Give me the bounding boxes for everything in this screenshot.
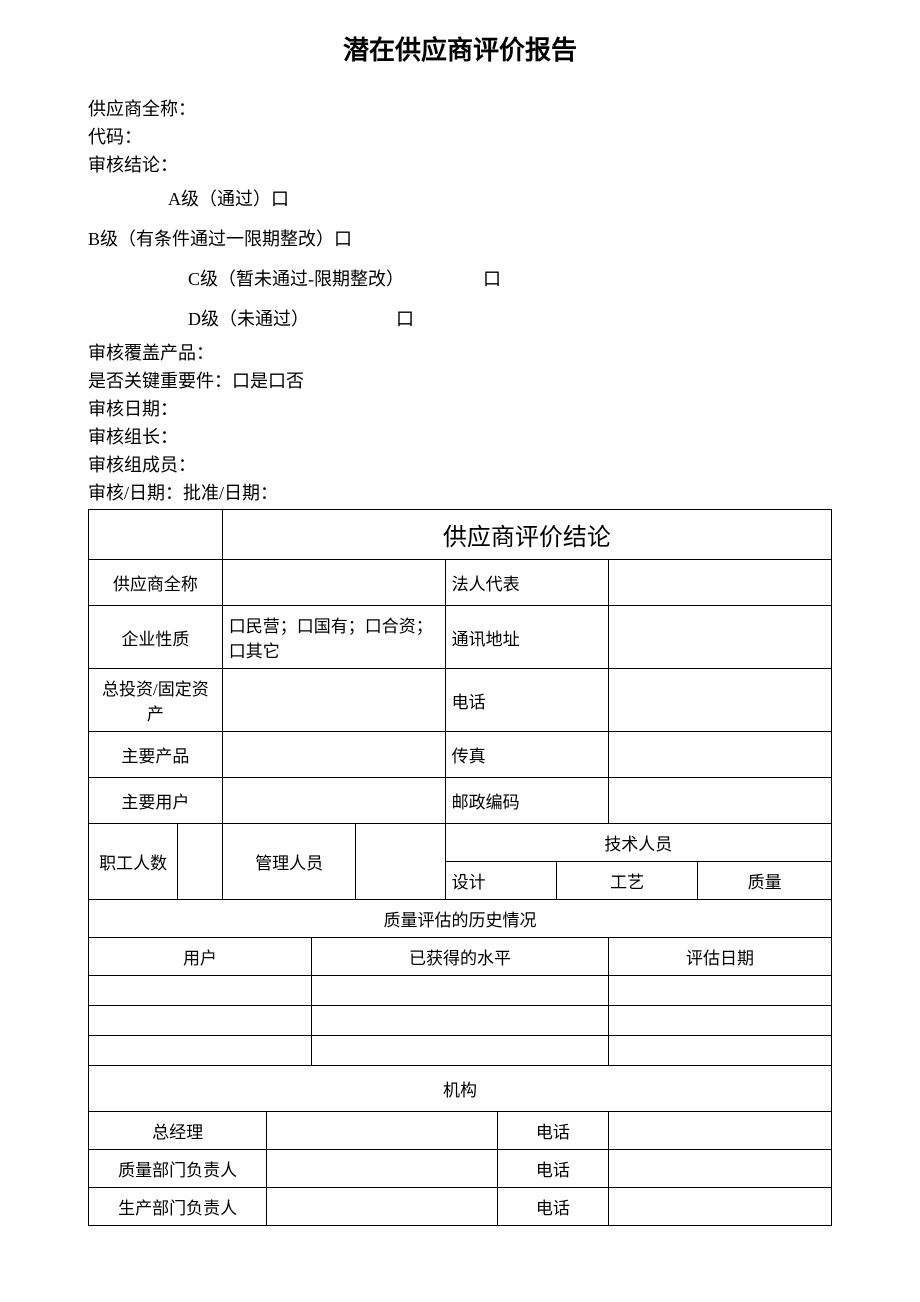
company-type-cell: 企业性质 xyxy=(89,606,223,669)
history-user-2 xyxy=(89,1006,312,1036)
grade-d-text: D级（未通过） xyxy=(188,309,309,329)
table-row: 供应商评价结论 xyxy=(89,510,832,560)
mgmt-staff-value xyxy=(356,824,445,900)
address-value xyxy=(609,606,832,669)
table-row: 企业性质 口民营；口国有；口合资；口其它 通讯地址 xyxy=(89,606,832,669)
quality-phone-value xyxy=(609,1150,832,1188)
production-head-value xyxy=(267,1188,497,1226)
legal-rep-value xyxy=(609,560,832,606)
audit-date-label: 审核日期： xyxy=(88,395,832,423)
grade-d-box: 口 xyxy=(396,309,414,329)
history-user-3 xyxy=(89,1036,312,1066)
critical-label: 是否关键重要件：口是口否 xyxy=(88,367,832,395)
table-row xyxy=(89,1036,832,1066)
history-level-3 xyxy=(311,1036,608,1066)
table-row: 供应商全称 法人代表 xyxy=(89,560,832,606)
table-row: 主要产品 传真 xyxy=(89,732,832,778)
table-row: 总投资/固定资产 电话 xyxy=(89,669,832,732)
main-users-value xyxy=(222,778,445,824)
gm-phone-value xyxy=(609,1112,832,1150)
table-row: 质量部门负责人 电话 xyxy=(89,1150,832,1188)
table-row: 机构 xyxy=(89,1066,832,1112)
main-products-value xyxy=(222,732,445,778)
audit-leader-label: 审核组长： xyxy=(88,423,832,451)
supplier-name-cell: 供应商全称 xyxy=(89,560,223,606)
mgmt-staff-cell: 管理人员 xyxy=(222,824,356,900)
org-title-cell: 机构 xyxy=(89,1066,832,1112)
legal-rep-cell: 法人代表 xyxy=(445,560,608,606)
postcode-cell: 邮政编码 xyxy=(445,778,608,824)
production-head-cell: 生产部门负责人 xyxy=(89,1188,267,1226)
quality-phone-cell: 电话 xyxy=(497,1150,608,1188)
table-row xyxy=(89,1006,832,1036)
audit-conclusion-label: 审核结论： xyxy=(88,151,832,179)
history-level-2 xyxy=(311,1006,608,1036)
design-cell: 设计 xyxy=(445,862,556,900)
audit-approve-label: 审核/日期：批准/日期： xyxy=(88,479,832,507)
table-row xyxy=(89,976,832,1006)
fax-cell: 传真 xyxy=(445,732,608,778)
history-date-3 xyxy=(609,1036,832,1066)
code-label: 代码： xyxy=(88,123,832,151)
phone-value xyxy=(609,669,832,732)
company-type-options: 口民营；口国有；口合资；口其它 xyxy=(222,606,445,669)
production-phone-value xyxy=(609,1188,832,1226)
history-title-cell: 质量评估的历史情况 xyxy=(89,900,832,938)
table-row: 职工人数 管理人员 技术人员 xyxy=(89,824,832,862)
staff-count-value xyxy=(178,824,223,900)
header-blank-cell xyxy=(89,510,223,560)
history-date-1 xyxy=(609,976,832,1006)
coverage-label: 审核覆盖产品： xyxy=(88,339,832,367)
supplier-name-label: 供应商全称： xyxy=(88,95,832,123)
table-row: 主要用户 邮政编码 xyxy=(89,778,832,824)
gm-phone-cell: 电话 xyxy=(497,1112,608,1150)
table-row: 生产部门负责人 电话 xyxy=(89,1188,832,1226)
fax-value xyxy=(609,732,832,778)
table-row: 总经理 电话 xyxy=(89,1112,832,1150)
audit-members-label: 审核组成员： xyxy=(88,451,832,479)
conclusion-title-cell: 供应商评价结论 xyxy=(222,510,831,560)
phone-cell: 电话 xyxy=(445,669,608,732)
grade-c-text: C级（暂未通过-限期整改） xyxy=(188,269,404,289)
supplier-name-value xyxy=(222,560,445,606)
main-products-cell: 主要产品 xyxy=(89,732,223,778)
grade-b-line: B级（有条件通过一限期整改）口 xyxy=(88,219,832,259)
production-phone-cell: 电话 xyxy=(497,1188,608,1226)
history-date-header: 评估日期 xyxy=(609,938,832,976)
grade-c-line: C级（暂未通过-限期整改） 口 xyxy=(88,259,832,299)
history-user-1 xyxy=(89,976,312,1006)
quality-head-value xyxy=(267,1150,497,1188)
history-user-header: 用户 xyxy=(89,938,312,976)
postcode-value xyxy=(609,778,832,824)
history-level-1 xyxy=(311,976,608,1006)
quality-cell: 质量 xyxy=(698,862,832,900)
table-row: 用户 已获得的水平 评估日期 xyxy=(89,938,832,976)
tech-staff-cell: 技术人员 xyxy=(445,824,831,862)
table-row: 质量评估的历史情况 xyxy=(89,900,832,938)
quality-head-cell: 质量部门负责人 xyxy=(89,1150,267,1188)
staff-count-cell: 职工人数 xyxy=(89,824,178,900)
history-level-header: 已获得的水平 xyxy=(311,938,608,976)
gm-cell: 总经理 xyxy=(89,1112,267,1150)
grade-a-line: A级（通过）口 xyxy=(88,179,832,219)
process-cell: 工艺 xyxy=(557,862,698,900)
main-users-cell: 主要用户 xyxy=(89,778,223,824)
address-cell: 通讯地址 xyxy=(445,606,608,669)
investment-cell: 总投资/固定资产 xyxy=(89,669,223,732)
evaluation-table: 供应商评价结论 供应商全称 法人代表 企业性质 口民营；口国有；口合资；口其它 … xyxy=(88,509,832,1226)
document-title: 潜在供应商评价报告 xyxy=(88,30,832,67)
history-date-2 xyxy=(609,1006,832,1036)
grade-c-box: 口 xyxy=(483,269,501,289)
gm-value xyxy=(267,1112,497,1150)
investment-value xyxy=(222,669,445,732)
grade-d-line: D级（未通过） 口 xyxy=(88,299,832,339)
